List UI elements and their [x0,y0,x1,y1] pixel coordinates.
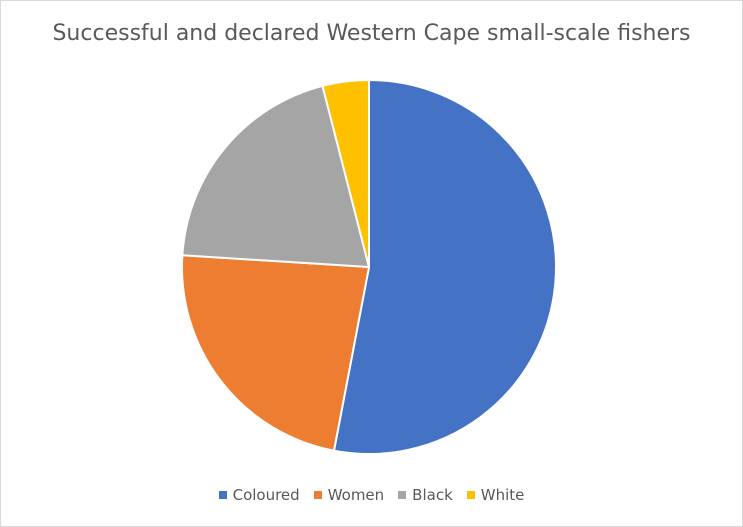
legend-label: White [480,486,525,504]
legend-item-coloured: Coloured [218,486,300,504]
legend-label: Women [327,486,385,504]
legend-item-women: Women [313,486,385,504]
legend-label: Coloured [232,486,300,504]
legend-swatch [313,491,322,499]
chart-legend: Coloured Women Black White [1,486,742,504]
pie-slice-black [181,84,370,268]
legend-swatch [398,491,407,499]
pie-slice-coloured [332,79,557,455]
chart-title: Successful and declared Western Cape sma… [52,21,691,46]
pie-slice-women [181,254,370,452]
legend-label: Black [412,486,453,504]
legend-item-white: White [466,486,525,504]
legend-item-black: Black [398,486,453,504]
pie-slice-white [321,79,370,268]
legend-swatch [466,491,475,499]
legend-swatch [218,491,227,499]
